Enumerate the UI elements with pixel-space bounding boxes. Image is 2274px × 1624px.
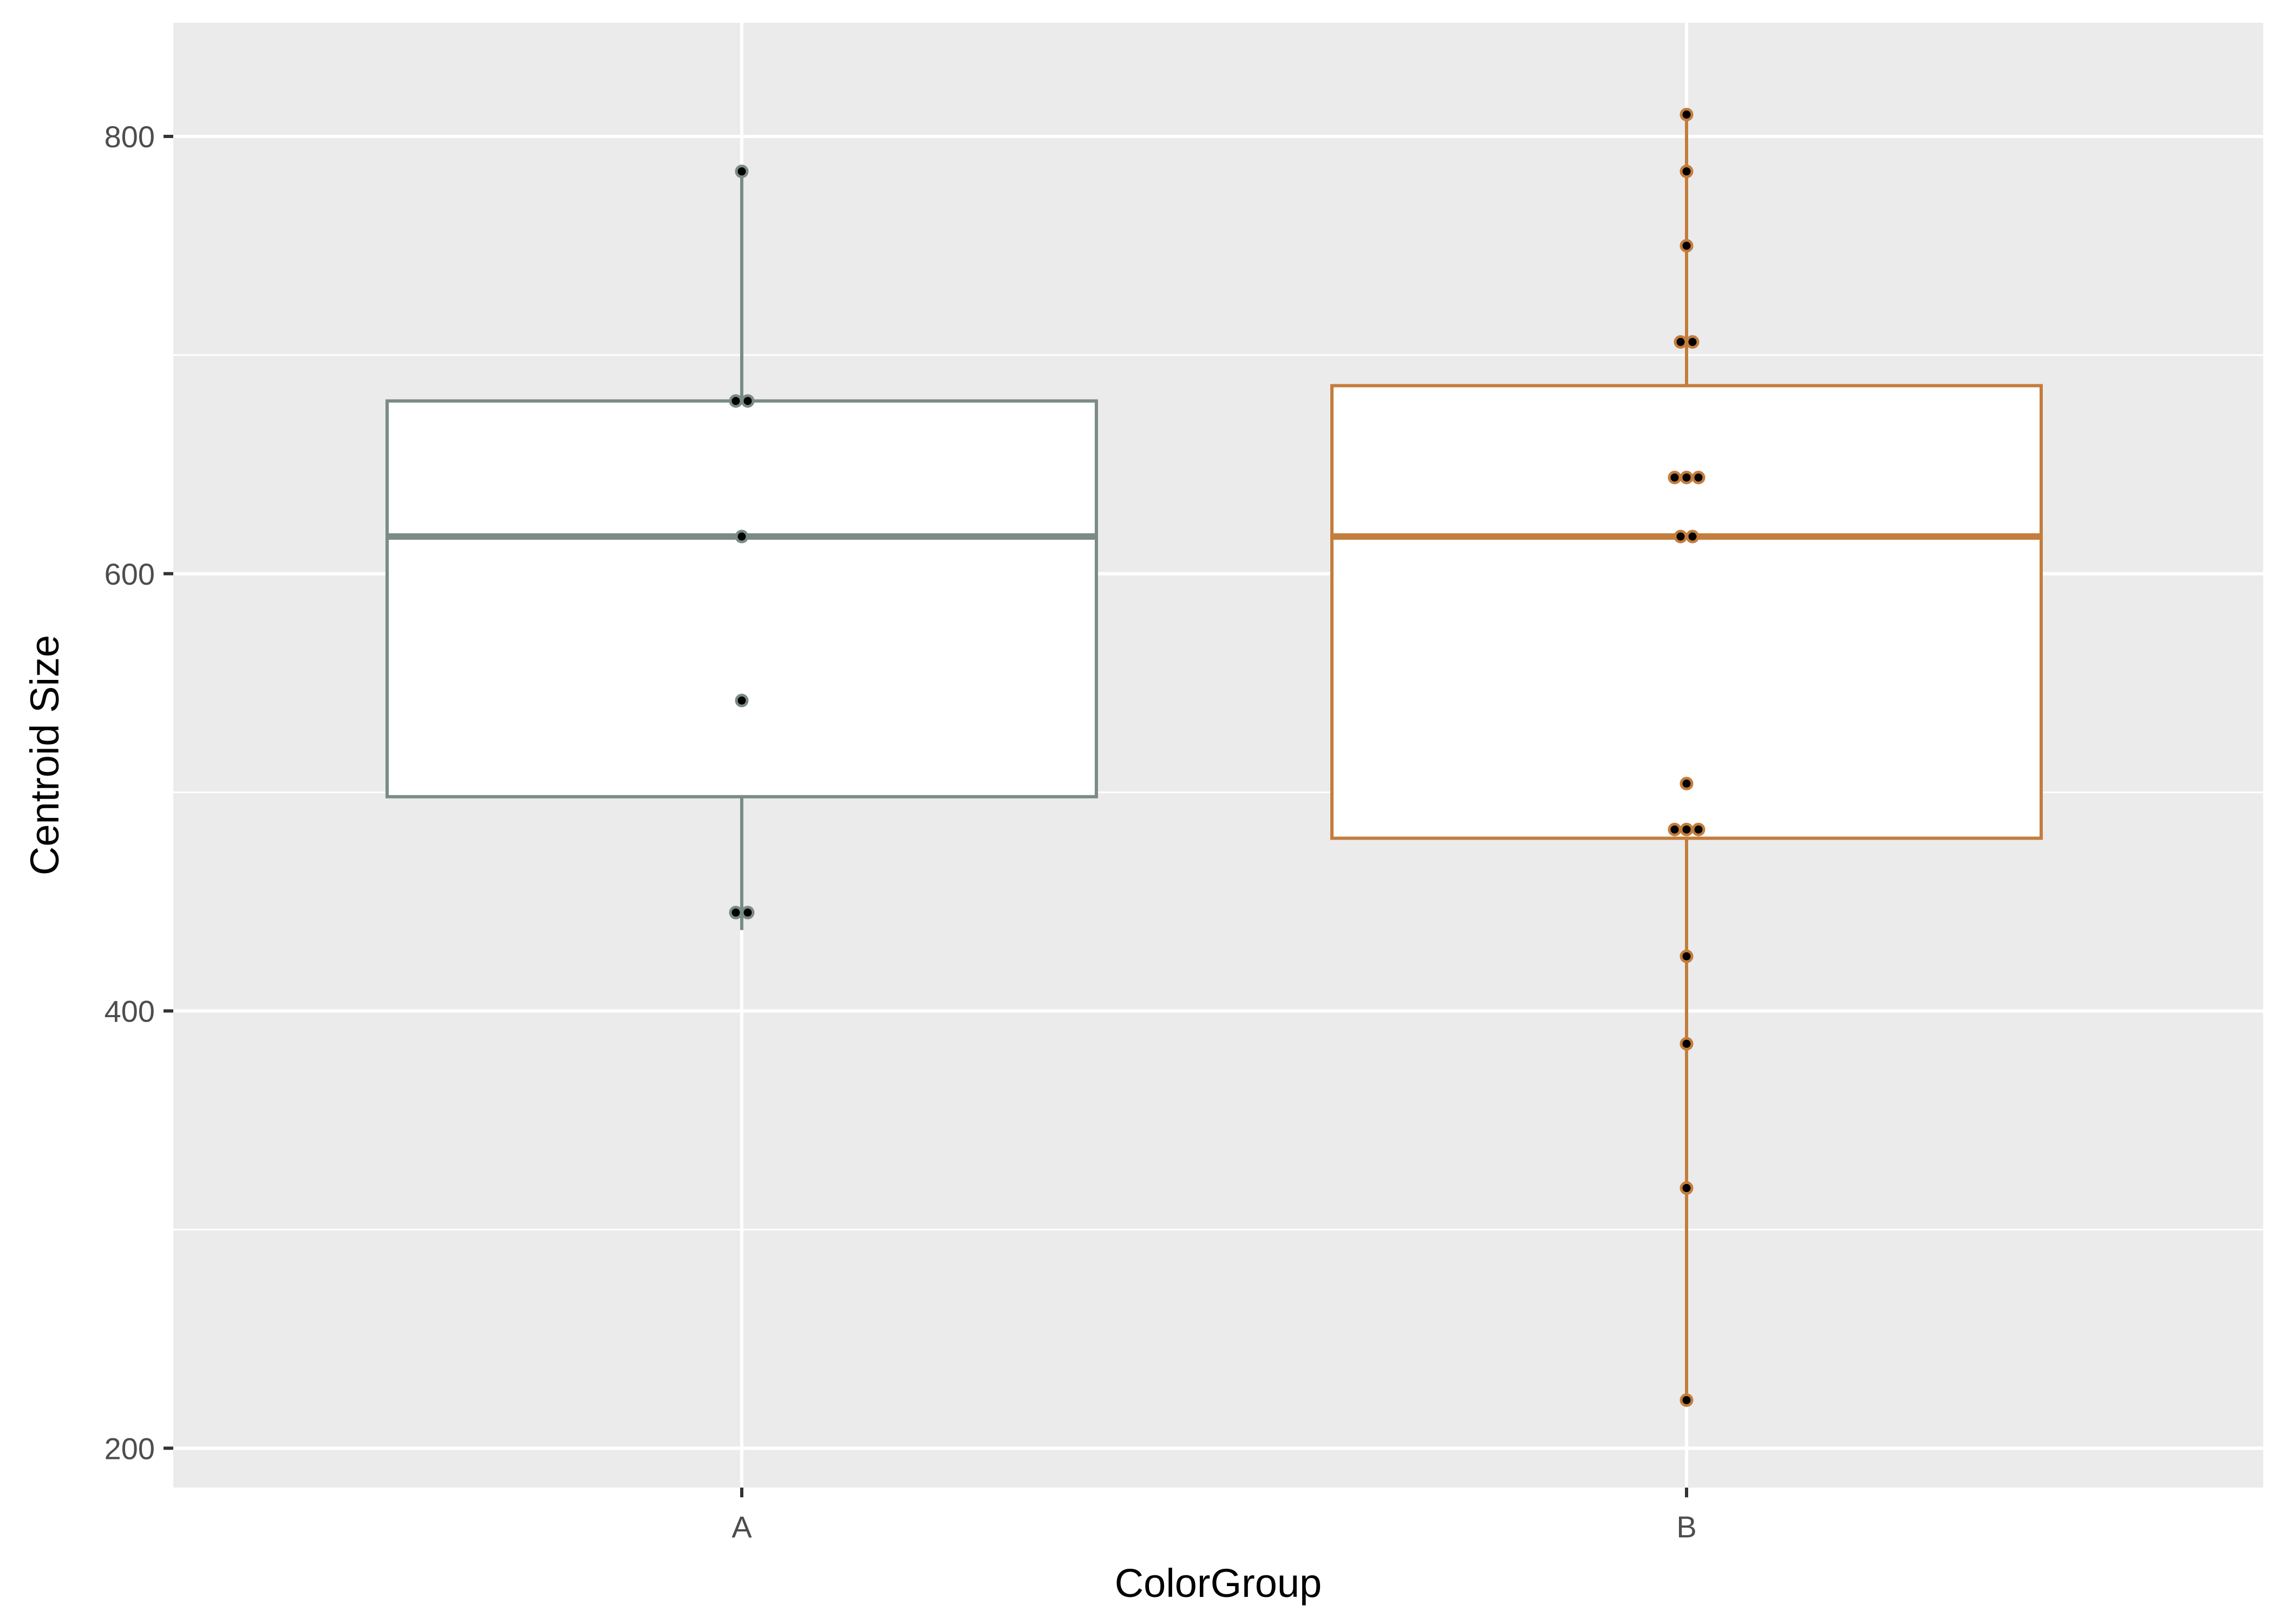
data-point xyxy=(1680,239,1694,253)
data-point xyxy=(741,906,755,920)
box-iqr xyxy=(385,399,1098,798)
y-axis-title: Centroid Size xyxy=(22,635,67,875)
data-point xyxy=(1691,470,1706,484)
data-point xyxy=(1680,1037,1694,1051)
y-tick-label: 600 xyxy=(104,557,155,591)
data-point xyxy=(729,394,743,408)
data-point xyxy=(1674,335,1688,349)
data-point xyxy=(1680,108,1694,122)
data-point xyxy=(1685,529,1700,543)
axes: 200 400 600 800 A B xyxy=(104,120,1697,1544)
data-point xyxy=(1674,529,1688,543)
data-point xyxy=(735,529,749,543)
data-point xyxy=(1685,335,1700,349)
data-point xyxy=(735,693,749,708)
boxes xyxy=(385,114,2043,1400)
y-tick-label: 400 xyxy=(104,994,155,1029)
data-point xyxy=(1680,165,1694,179)
data-points xyxy=(729,108,1706,1407)
data-point xyxy=(729,906,743,920)
y-tick-label: 200 xyxy=(104,1431,155,1465)
data-point xyxy=(1668,822,1682,836)
data-point xyxy=(1680,949,1694,964)
x-tick-label: B xyxy=(1676,1510,1696,1544)
data-point xyxy=(1691,822,1706,836)
data-point xyxy=(1680,1393,1694,1407)
data-point xyxy=(735,165,749,179)
x-axis-title: ColorGroup xyxy=(1115,1561,1322,1606)
data-point xyxy=(1680,470,1694,484)
data-point xyxy=(741,394,755,408)
box-group-a xyxy=(385,171,1098,931)
data-point xyxy=(1668,470,1682,484)
box-iqr xyxy=(1330,384,2043,840)
x-tick-label: A xyxy=(731,1510,752,1544)
y-tick-label: 800 xyxy=(104,120,155,154)
data-point xyxy=(1680,777,1694,791)
data-point xyxy=(1680,822,1694,836)
data-point xyxy=(1680,1181,1694,1195)
